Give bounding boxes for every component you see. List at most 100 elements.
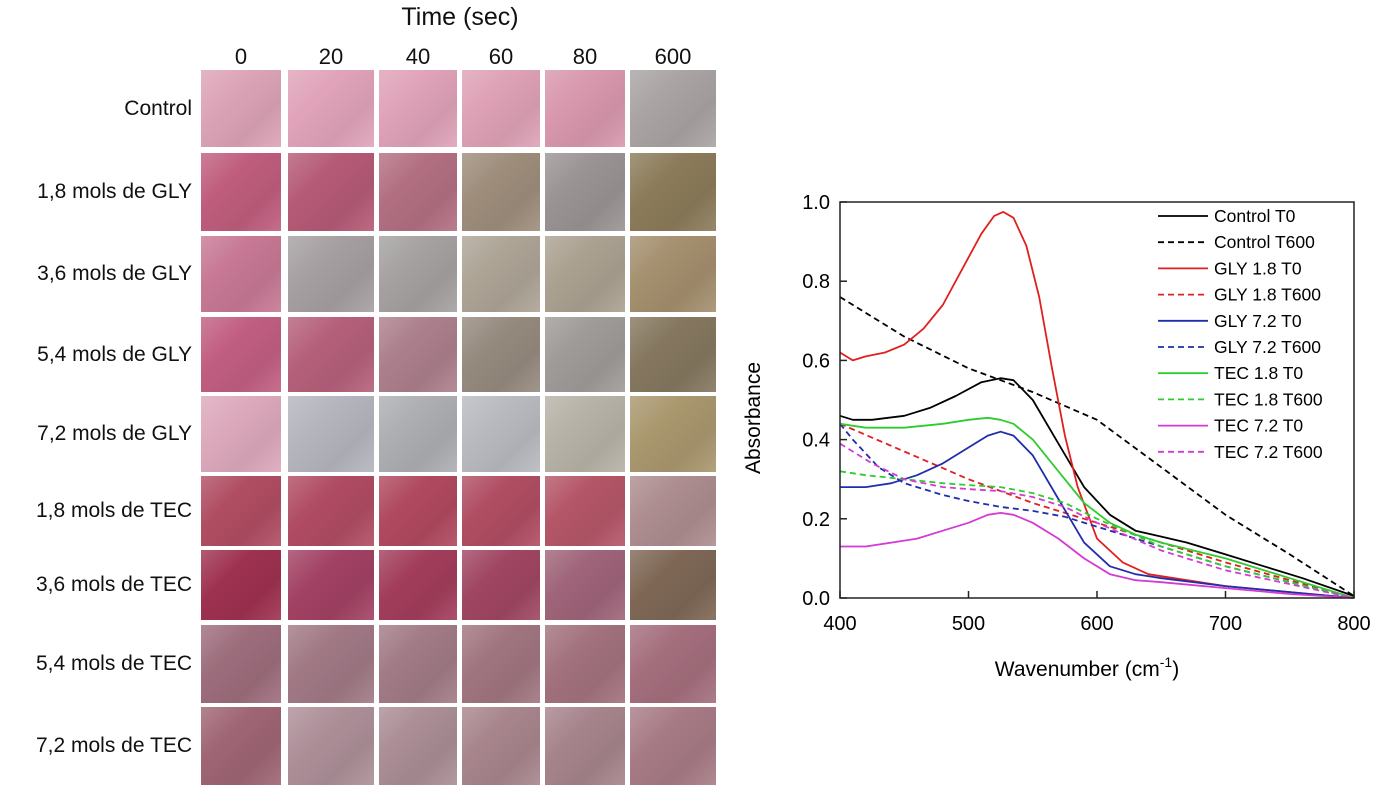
series-line [839,377,1355,597]
sample-swatch [462,476,540,546]
sample-swatch [288,317,374,392]
sample-swatch [288,396,374,472]
row-label: 5,4 mols de TEC [35,652,192,675]
sample-swatch [462,550,540,620]
sample-swatch [201,70,281,147]
x-axis-label: Wavenumber (cm-1) [995,654,1179,681]
legend-label: GLY 1.8 T600 [1214,285,1321,305]
row-label: 1,8 mols de GLY [37,180,192,203]
x-tick-label: 500 [952,613,985,635]
sample-swatch [545,625,625,703]
sample-swatch [630,550,716,620]
series-line [839,442,1355,599]
row-label: 3,6 mols de GLY [37,262,192,285]
x-tick-label: 800 [1337,613,1370,635]
sample-swatch [288,70,374,147]
row-label: 7,2 mols de TEC [35,734,192,757]
series-line [839,416,1355,599]
sample-swatch [630,236,716,312]
sample-swatch [462,317,540,392]
legend: Control T0 Control T600 GLY 1.8 T0 GLY 1.8 … [1158,206,1323,462]
row-label: 5,4 mols de GLY [37,342,192,366]
sample-swatch [630,396,716,472]
absorbance-chart: 400 500 600 700 800 0.0 0.2 0.4 0.6 0.8 1.0 Contro… [742,192,1371,681]
sample-swatch [630,317,716,392]
sample-swatch [201,153,281,231]
sample-swatch [201,707,281,785]
y-tick-label: 0.4 [802,430,830,452]
sample-swatch [630,625,716,703]
series-line [840,512,1355,599]
sample-swatch [379,236,457,312]
series-line [839,470,1355,599]
x-axis-label-exponent: -1 [1160,654,1173,670]
row-label: 3,6 mols de TEC [35,573,192,596]
column-header: 20 [318,44,344,69]
sample-swatch [545,550,625,620]
sample-swatch [379,396,457,472]
sample-swatch [545,396,625,472]
x-axis-label-end: ) [1172,658,1179,681]
sample-swatch [379,70,457,147]
sample-swatch [462,625,540,703]
sample-swatch [288,550,374,620]
sample-swatch [630,153,716,231]
sample-swatch [462,707,540,785]
plot-series [839,211,1355,599]
column-header: 80 [572,44,598,69]
y-tick-label: 0.0 [802,588,830,610]
legend-label: Control T600 [1214,232,1315,252]
x-tick-label: 400 [823,613,856,635]
legend-label: Control T0 [1214,206,1296,226]
sample-swatch [545,153,625,231]
column-header: 0 [234,44,248,69]
legend-label: GLY 7.2 T0 [1214,311,1302,331]
sample-swatch [545,70,625,147]
sample-swatch [288,153,374,231]
sample-swatch [545,476,625,546]
x-tick-label: 600 [1080,613,1113,635]
photo-grid-panel: Time (sec) 0 20 40 60 80 600 Control 1,8 mols … [35,3,716,785]
row-label: 1,8 mols de TEC [35,499,192,522]
column-header: 600 [654,44,692,69]
sample-swatch [630,707,716,785]
axis-ticks: 400 500 600 700 800 0.0 0.2 0.4 0.6 0.8 1.0 [802,192,1371,635]
grid-title: Time (sec) [401,3,519,31]
x-tick-label: 700 [1209,613,1242,635]
sample-swatch [288,476,374,546]
sample-swatch [201,625,281,703]
sample-swatch [201,396,281,472]
sample-swatch [545,236,625,312]
sample-swatch [201,476,281,546]
series-line [839,296,1355,597]
sample-swatch [630,70,716,147]
sample-swatch [379,707,457,785]
legend-label: GLY 1.8 T0 [1214,258,1302,278]
sample-swatch [379,317,457,392]
sample-swatch [545,317,625,392]
column-header: 60 [488,44,514,69]
y-tick-label: 0.2 [802,509,830,531]
legend-label: TEC 1.8 T0 [1214,363,1303,383]
sample-swatch [462,236,540,312]
sample-swatch [545,707,625,785]
sample-swatch [201,236,281,312]
sample-swatch [288,236,374,312]
y-tick-label: 0.6 [802,350,830,372]
sample-swatch [288,625,374,703]
sample-swatch [379,476,457,546]
legend-label: TEC 1.8 T600 [1214,389,1323,409]
legend-label: TEC 7.2 T600 [1214,442,1323,462]
chart-panel: 400 500 600 700 800 0.0 0.2 0.4 0.6 0.8 1.0 Contro… [730,0,1375,790]
series-line [839,423,1355,599]
sample-swatch [288,707,374,785]
sample-swatch [379,625,457,703]
series-line [840,430,1355,599]
sample-swatch [379,153,457,231]
row-label: Control [124,96,192,120]
legend-label: GLY 7.2 T600 [1214,337,1321,357]
y-tick-label: 0.8 [802,271,830,293]
sample-swatch [630,476,716,546]
y-tick-label: 1.0 [802,192,830,214]
y-axis-label: Absorbance [742,362,765,474]
